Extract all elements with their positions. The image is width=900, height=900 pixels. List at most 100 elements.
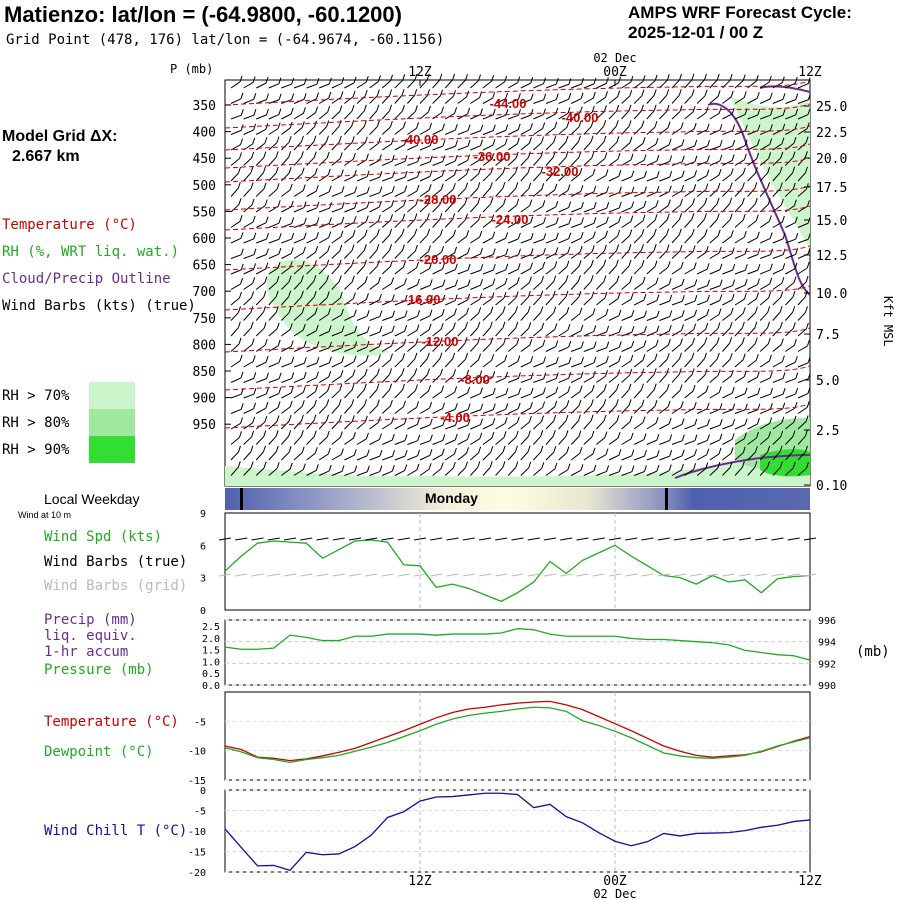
wind-barb-flag bbox=[351, 244, 355, 251]
wind-barb-flag bbox=[554, 121, 558, 129]
wind-barb-flag bbox=[543, 77, 546, 84]
wind-barb-flag bbox=[603, 384, 607, 391]
wind-barb-flag bbox=[618, 170, 622, 177]
wind-barb bbox=[583, 453, 594, 461]
wind-barb-flag bbox=[366, 186, 370, 193]
wind-barb-flag bbox=[429, 279, 433, 286]
wind-barb bbox=[369, 95, 378, 104]
wind-barb bbox=[772, 361, 783, 368]
wind-barb-flag bbox=[541, 275, 545, 283]
wind-barb bbox=[356, 389, 365, 399]
wind-barb bbox=[797, 393, 809, 399]
wind-barb-flag bbox=[806, 401, 810, 408]
wind-barb-flag bbox=[240, 403, 244, 410]
wind-barb-flag bbox=[578, 430, 582, 437]
wind-barb bbox=[344, 375, 354, 383]
wind-barb bbox=[230, 81, 241, 89]
wind-barb-flag bbox=[555, 340, 559, 347]
wind-barb-flag bbox=[401, 228, 405, 235]
temperature-contour-label: -20.00 bbox=[420, 252, 457, 267]
legend-pressure: Pressure (mb) bbox=[44, 662, 154, 678]
wind-barb-flag bbox=[540, 430, 544, 437]
wind-barb bbox=[621, 438, 632, 445]
wind-barb bbox=[684, 268, 695, 275]
wind-barb bbox=[583, 141, 592, 151]
wind-barb-flag bbox=[644, 310, 647, 317]
wind-barb bbox=[255, 188, 265, 197]
wind-tick-label: 6 bbox=[200, 541, 206, 552]
wind-barb-flag bbox=[630, 432, 634, 440]
wind-barb bbox=[659, 423, 670, 430]
wind-barb bbox=[243, 268, 254, 275]
wind-barb-flag bbox=[467, 293, 471, 301]
wind-barb bbox=[621, 281, 631, 290]
wind-barb-flag bbox=[528, 322, 532, 329]
wind-barb bbox=[419, 358, 428, 368]
wind-barb-flag bbox=[492, 417, 496, 425]
wind-barb bbox=[734, 159, 745, 166]
wind-barb-flag bbox=[376, 244, 380, 251]
wind-barb bbox=[684, 204, 693, 213]
wind-barb-flag bbox=[629, 415, 633, 423]
wind-barb-flag bbox=[795, 108, 799, 116]
wind-barb bbox=[583, 265, 592, 275]
wind-barb-flag bbox=[542, 261, 546, 269]
wind-barb-flag bbox=[489, 321, 493, 328]
wind-barb bbox=[772, 98, 784, 104]
wind-tick-label: 9 bbox=[200, 509, 206, 520]
wind-barb-flag bbox=[718, 447, 722, 455]
wind-barb bbox=[445, 145, 456, 151]
wind-barb bbox=[419, 161, 431, 166]
date-bottom-label: 02 Dec bbox=[593, 887, 636, 900]
wind-barb bbox=[331, 390, 341, 399]
wind-barb bbox=[230, 408, 242, 414]
wind-barb bbox=[356, 192, 368, 197]
wind-barb bbox=[243, 282, 253, 290]
wind-barb-flag bbox=[327, 308, 331, 315]
wind-barb-flag bbox=[328, 464, 332, 472]
wind-barb-flag bbox=[769, 403, 773, 410]
wind-barb bbox=[696, 314, 708, 321]
wind-barb-flag bbox=[240, 248, 244, 255]
wind-barb bbox=[381, 405, 391, 414]
wind-barb-flag bbox=[351, 275, 355, 282]
wind-barb bbox=[444, 453, 455, 461]
wind-barb bbox=[382, 191, 393, 197]
wind-barb bbox=[243, 408, 254, 414]
wind-barb-flag bbox=[452, 73, 456, 81]
wind-barb-flag bbox=[707, 139, 710, 147]
wind-barb bbox=[281, 238, 292, 244]
wind-barb bbox=[621, 176, 632, 182]
wind-barb bbox=[445, 424, 456, 430]
wind-barb bbox=[319, 362, 330, 368]
wind-barb bbox=[243, 129, 254, 135]
wind-barb-flag bbox=[656, 433, 660, 441]
wind-barb-flag bbox=[578, 151, 582, 158]
wind-barb bbox=[432, 218, 441, 228]
wind-barb-flag bbox=[794, 123, 798, 130]
wind-barb bbox=[344, 192, 355, 197]
wind-barb bbox=[344, 361, 355, 368]
wind-barb bbox=[470, 452, 479, 461]
wind-barb bbox=[444, 391, 455, 399]
wind-barb-flag bbox=[806, 200, 810, 207]
wind-barb bbox=[394, 423, 405, 430]
wind-barb bbox=[369, 176, 381, 182]
z-tick-label: 12.5 bbox=[816, 249, 847, 264]
wind-barb bbox=[558, 207, 569, 213]
wind-barb bbox=[570, 190, 582, 197]
wind-barb-flag bbox=[441, 245, 445, 253]
wind-barb-flag bbox=[706, 169, 710, 176]
wind-barb-flag bbox=[644, 449, 647, 457]
wind-barb bbox=[533, 421, 542, 430]
wind-barb bbox=[382, 455, 393, 461]
wind-barb bbox=[382, 470, 393, 476]
wind-barb-flag bbox=[541, 183, 545, 190]
wind-barb bbox=[318, 313, 329, 321]
wind-barb-flag bbox=[590, 259, 594, 267]
wind-barb bbox=[709, 300, 721, 306]
wind-barb-flag bbox=[378, 340, 382, 347]
wind-barb-flag bbox=[517, 76, 521, 83]
wind-barb-flag bbox=[590, 414, 594, 421]
wind-barb-flag bbox=[732, 139, 736, 147]
